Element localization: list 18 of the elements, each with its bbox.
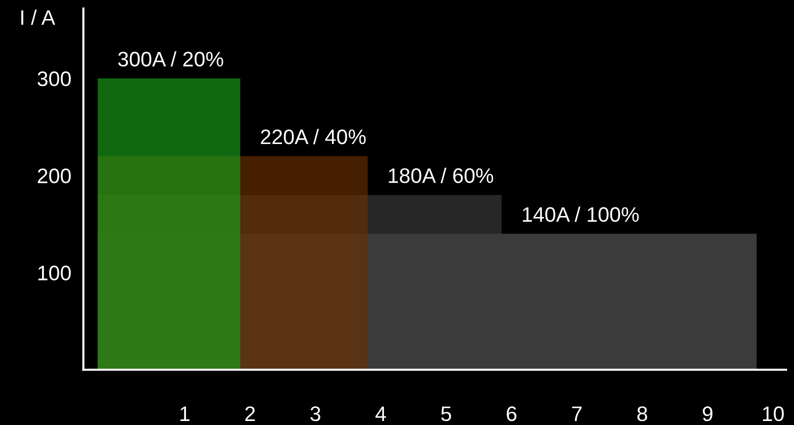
y-tick-label: 300 [38, 71, 71, 86]
x-tick-label: 9 [702, 406, 712, 422]
series-label: 140A / 100% [522, 206, 639, 222]
y-tick-label: 100 [38, 266, 71, 280]
series-label: 300A / 20% [118, 51, 224, 67]
x-tick-label: 6 [506, 406, 516, 422]
series-label: 220A / 40% [260, 128, 366, 144]
x-tick-label: 2 [245, 406, 255, 421]
y-axis-title: I / A [21, 10, 56, 25]
y-tick-label: 200 [38, 168, 71, 184]
x-tick-label: 7 [572, 406, 582, 421]
x-tick-label: 3 [310, 406, 320, 422]
x-tick-label: 10 [762, 406, 784, 422]
x-tick-label: 1 [180, 406, 190, 421]
x-tick-label: 4 [375, 406, 386, 421]
x-tick-label: 5 [441, 406, 452, 422]
x-tick-label: 8 [637, 406, 648, 422]
series-label: 180A / 60% [388, 168, 494, 184]
